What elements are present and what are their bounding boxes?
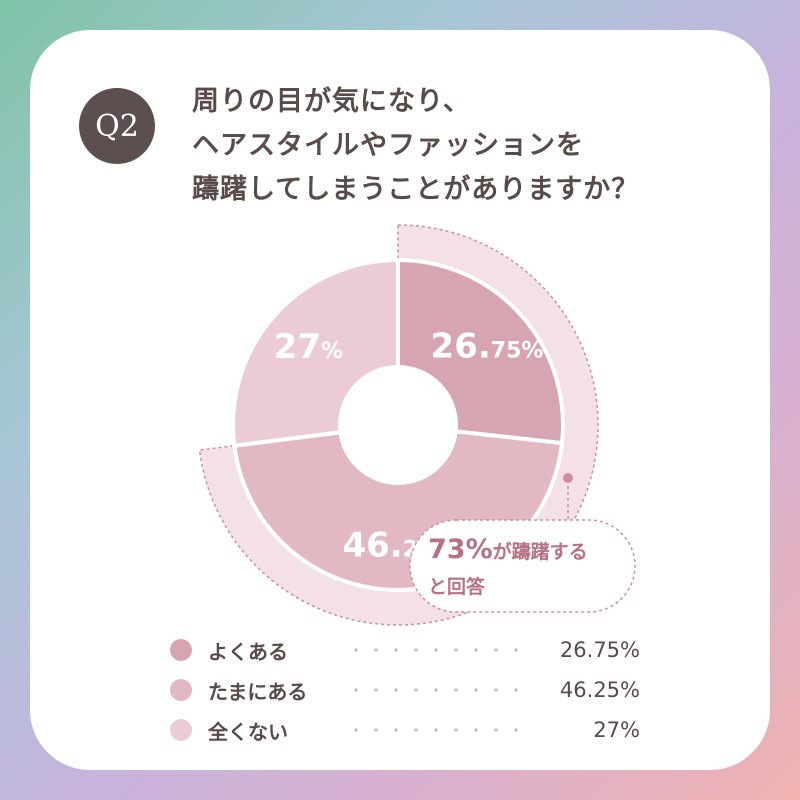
question-line-2: ヘアスタイルやファッションを <box>192 130 584 161</box>
legend-dot-often <box>170 639 192 661</box>
callout-percent: 73% <box>428 534 493 565</box>
callout-dot <box>563 473 573 483</box>
legend-dotted-leader <box>346 688 526 692</box>
question-line-1: 周りの目が気になり、 <box>192 86 471 117</box>
legend-dotted-leader <box>346 648 526 652</box>
callout-text: 73%が躊躇する と回答 <box>428 533 628 605</box>
slice-never <box>231 257 400 448</box>
card <box>30 30 770 770</box>
legend-row-never: 全くない 27% <box>170 710 640 750</box>
legend-dot-sometimes <box>170 679 192 701</box>
legend-value-sometimes: 46.25% <box>559 678 640 702</box>
legend-row-sometimes: たまにある 46.25% <box>170 670 640 710</box>
legend-value-never: 27% <box>593 718 640 742</box>
callout-text-line2: と回答 <box>428 576 486 598</box>
legend-label-never: 全くない <box>208 719 288 744</box>
slice-label-never: 27% <box>274 327 343 367</box>
slice-often <box>396 257 565 446</box>
legend-row-often: よくある 26.75% <box>170 630 640 670</box>
legend-value-often: 26.75% <box>559 638 640 662</box>
legend-label-sometimes: たまにある <box>208 679 308 704</box>
legend-dotted-leader <box>346 728 526 732</box>
slice-label-often: 26.75% <box>431 326 544 366</box>
legend-label-often: よくある <box>208 639 288 664</box>
question-title: 周りの目が気になり、 ヘアスタイルやファッションを 躊躇してしまうことがあります… <box>192 80 732 212</box>
legend: よくある 26.75% たまにある 46.25% 全くない 27% <box>170 630 640 750</box>
callout-bubble <box>409 519 636 613</box>
legend-dot-never <box>170 719 192 741</box>
question-badge: Q2 <box>79 88 155 164</box>
question-line-3: 躊躇してしまうことがありますか？ <box>192 174 640 205</box>
callout-text-line1: が躊躇する <box>492 541 588 563</box>
